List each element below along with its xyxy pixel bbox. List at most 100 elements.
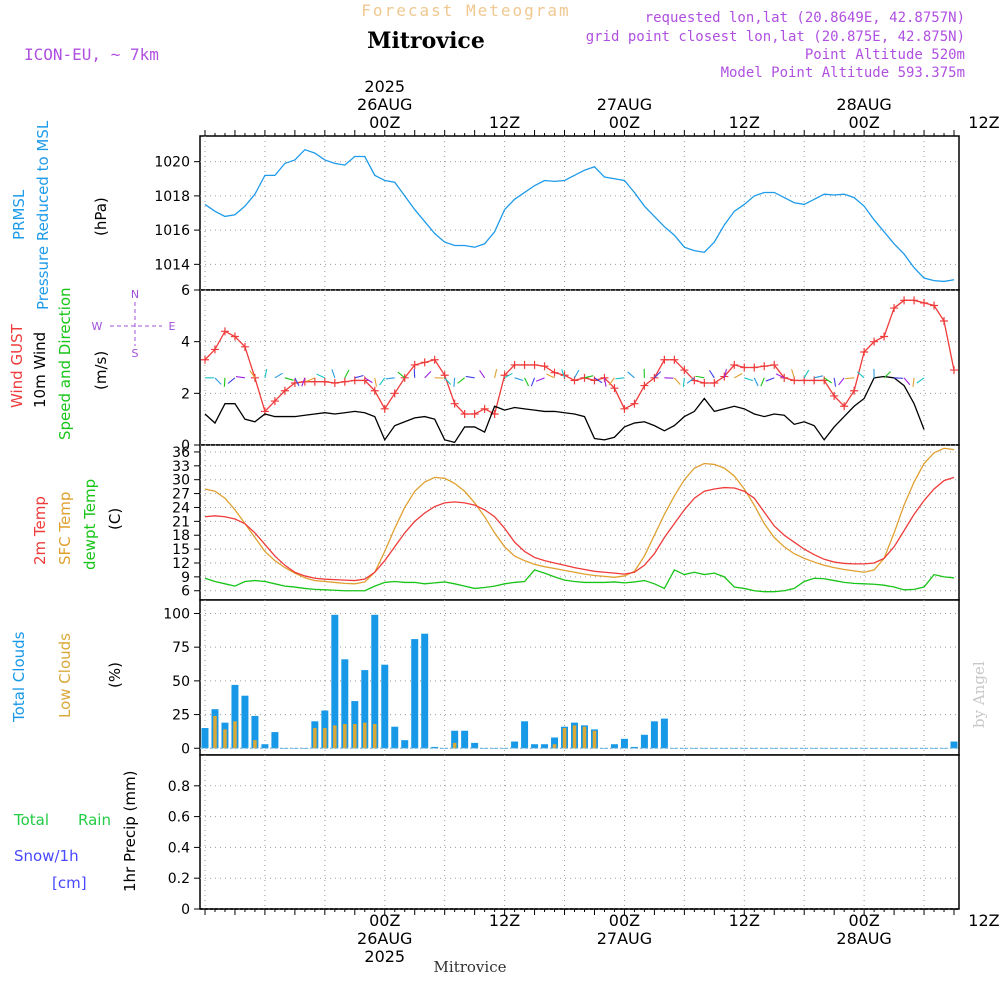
time-label-top: 12Z	[729, 113, 760, 132]
y-tick-label: 100	[163, 606, 190, 622]
low-clouds-bar	[563, 728, 566, 748]
temp-dewpt-label: dewpt Temp	[81, 479, 99, 570]
requested-coords: requested lon,lat (20.8649E, 42.8757N)	[645, 10, 965, 26]
y-tick-label: 1014	[154, 257, 190, 273]
y-tick-label: 0.4	[168, 840, 190, 856]
panel-frame-1	[200, 290, 959, 445]
time-label-top: 00Z	[848, 113, 879, 132]
pressure-label-desc: Pressure Reduced to MSL	[34, 120, 52, 310]
low-clouds-bar	[323, 728, 326, 748]
temp-sfc-label: SFC Temp	[56, 492, 74, 565]
model-point-altitude: Model Point Altitude 593.375m	[721, 65, 965, 81]
y-tick-label: 24	[172, 500, 190, 516]
total-clouds-bar	[511, 742, 518, 749]
low-clouds-bar	[553, 744, 556, 748]
wind-direction-arrow	[454, 378, 455, 387]
total-clouds-bar	[201, 728, 208, 748]
compass-east: E	[169, 320, 176, 333]
y-tick-label: 0	[181, 741, 190, 757]
precip-total-label: Total	[13, 811, 49, 829]
total-clouds-bar	[521, 721, 528, 748]
footer-location: Mitrovice	[434, 958, 507, 976]
time-label-top: 00Z	[609, 113, 640, 132]
y-tick-label: 2	[181, 386, 190, 402]
total-clouds-bar	[381, 665, 388, 749]
low-clouds-bar	[343, 724, 346, 748]
precip-labels: Total Rain Snow/1h [cm] 1hr Precip (mm)	[13, 771, 139, 892]
time-label-bottom: 12Z	[968, 911, 999, 930]
y-tick-label: 4	[181, 335, 190, 351]
total-clouds-bar	[401, 740, 408, 748]
y-tick-label: 0.6	[168, 810, 190, 826]
temp-2m-label: 2m Temp	[31, 496, 49, 565]
y-tick-label: 27	[172, 487, 190, 503]
time-label-top: 12Z	[489, 113, 520, 132]
total-clouds-bar	[651, 721, 658, 748]
y-tick-label: 1020	[154, 155, 190, 171]
wind-dir-label: Speed and Direction	[56, 287, 74, 440]
y-tick-label: 1018	[154, 189, 190, 205]
location-title: Mitrovice	[367, 28, 485, 54]
precip-rain-label: Rain	[78, 811, 111, 829]
total-clouds-bar	[461, 731, 468, 749]
low-clouds-label: Low Clouds	[56, 633, 74, 718]
total-clouds-bar	[641, 735, 648, 748]
low-clouds-bar	[583, 727, 586, 749]
y-tick-label: 6	[181, 584, 190, 600]
time-label-bottom: 12Z	[729, 911, 760, 930]
total-clouds-bar	[421, 634, 428, 749]
total-clouds-bar	[661, 719, 668, 749]
low-clouds-bar	[453, 743, 456, 748]
compass-west: W	[92, 320, 103, 333]
time-label-bottom: 26AUG	[357, 929, 412, 948]
wind-direction-arrow	[845, 378, 854, 379]
compass-south: S	[132, 347, 139, 360]
total-clouds-bar	[541, 744, 548, 748]
wind-gust-label: Wind GUST	[8, 323, 26, 408]
low-clouds-bar	[333, 725, 336, 748]
low-clouds-bar	[233, 721, 236, 748]
y-tick-label: 25	[172, 708, 190, 724]
model-name: ICON-EU, ~ 7km	[24, 45, 159, 64]
y-tick-label: 18	[172, 528, 190, 544]
wind-direction-compass: N S W E	[92, 288, 176, 360]
time-label-bottom: 00Z	[609, 911, 640, 930]
plot-layer: 1014101610181020024669121518212427303336…	[154, 77, 999, 966]
y-tick-label: 30	[172, 473, 190, 489]
time-label-top: 12Z	[968, 113, 999, 132]
total-clouds-bar	[621, 739, 628, 748]
time-label-bottom: 2025	[364, 947, 405, 966]
time-label-top: 28AUG	[836, 95, 891, 114]
low-clouds-bar	[363, 723, 366, 749]
total-clouds-bar	[411, 639, 418, 748]
panel-frame-0	[200, 136, 959, 290]
low-clouds-bar	[353, 724, 356, 748]
watermark: by Angel	[970, 661, 988, 728]
low-clouds-bar	[223, 729, 226, 748]
y-tick-label: 0	[181, 902, 190, 918]
low-clouds-bar	[313, 728, 316, 748]
precip-cm-label: [cm]	[52, 874, 87, 892]
total-clouds-bar	[261, 744, 268, 748]
low-clouds-bar	[573, 725, 576, 748]
time-label-bottom: 28AUG	[836, 929, 891, 948]
total-clouds-bar	[471, 743, 478, 748]
precip-snow-label: Snow/1h	[14, 847, 79, 865]
y-tick-label: 1016	[154, 223, 190, 239]
y-tick-label: 33	[172, 459, 190, 475]
time-label-bottom: 00Z	[848, 911, 879, 930]
temp-unit: (C)	[106, 508, 124, 530]
y-tick-label: 21	[172, 514, 190, 530]
low-clouds-bar	[253, 740, 256, 748]
total-clouds-bar	[531, 744, 538, 748]
wind-direction-arrow	[224, 378, 225, 387]
super-title: Forecast Meteogram	[361, 1, 570, 20]
compass-north: N	[131, 288, 139, 301]
panel-frame-4	[200, 755, 959, 909]
y-tick-label: 0.2	[168, 871, 190, 887]
wind-unit: (m/s)	[92, 351, 110, 390]
clouds-unit: (%)	[106, 662, 124, 688]
y-tick-label: 9	[181, 570, 190, 586]
low-clouds-bar	[213, 716, 216, 748]
low-clouds-bar	[593, 731, 596, 749]
